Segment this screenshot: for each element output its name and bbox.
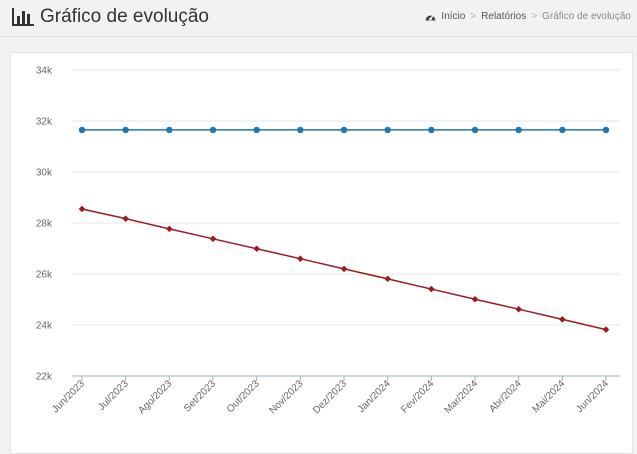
series-1-point (471, 126, 479, 134)
series-2-point (209, 235, 217, 243)
series-2-point (340, 265, 348, 273)
y-tick-label: 26k (36, 270, 53, 281)
series-1-point (602, 126, 610, 134)
chart-panel: 22k 24k 26k 28k 30k 32k 34k Jun/2023 Jul/2023 Ago… (10, 52, 633, 454)
x-tick-label: Set/2023 (182, 378, 218, 414)
breadcrumb-current: Gráfico de evolução (542, 11, 631, 22)
series-1-point (428, 126, 435, 134)
series-2-point (297, 255, 304, 262)
breadcrumb-home-link[interactable]: Início (441, 11, 466, 22)
dashboard-icon (425, 14, 436, 20)
series-2-point (602, 326, 610, 333)
page-title: Gráfico de evolução (40, 6, 209, 27)
breadcrumb-separator: > (531, 11, 538, 22)
x-tick-label: Jan/2024 (356, 378, 393, 415)
x-tick-label: Fev/2024 (399, 378, 437, 416)
x-tick-label: Abr/2024 (487, 378, 524, 415)
series-1-point (122, 126, 129, 134)
series-2-point (166, 225, 173, 233)
x-tick-label: Dez/2023 (311, 378, 349, 416)
series-2-point (78, 205, 86, 213)
series-2-point (384, 275, 391, 283)
series-1-point (340, 126, 348, 134)
bar-chart-icon (12, 8, 34, 26)
series-1-point (78, 126, 86, 134)
y-tick-label: 24k (36, 321, 53, 332)
x-tick-label: Jul/2023 (96, 378, 131, 413)
breadcrumb: Início > Relatórios > Gráfico de evoluçã… (425, 11, 631, 22)
y-tick-label: 30k (36, 168, 53, 179)
series-1-point (515, 126, 522, 134)
x-tick-label: Jun/2024 (574, 378, 611, 415)
series-1-point (384, 126, 391, 134)
series-2-point (122, 215, 129, 222)
y-tick-label: 22k (36, 372, 53, 383)
y-tick-label: 28k (36, 219, 53, 230)
x-tick-label: Nov/2023 (267, 378, 305, 416)
x-tick-label: Ago/2023 (136, 378, 174, 416)
series-1-point (166, 126, 173, 134)
x-tick-label: Jun/2023 (50, 378, 87, 415)
x-tick-label: Mai/2024 (531, 378, 568, 415)
page-header: Gráfico de evolução Início > Relatórios … (0, 0, 637, 36)
header-divider (0, 36, 637, 37)
y-tick-label: 34k (36, 66, 53, 77)
series-1-point (297, 126, 304, 134)
series-2-point (515, 305, 522, 313)
breadcrumb-separator: > (470, 11, 477, 22)
x-tick-label: Out/2023 (225, 378, 262, 415)
series-2-point (471, 295, 479, 303)
x-tick-label: Mar/2024 (442, 378, 480, 416)
series-1-point (209, 126, 217, 134)
evolution-chart: 22k 24k 26k 28k 30k 32k 34k Jun/2023 Jul/2023 Ago… (36, 66, 620, 416)
series-1-point (559, 126, 566, 134)
title-wrap: Gráfico de evolução (12, 5, 209, 29)
series-1-point (253, 126, 260, 134)
series-2-point (253, 245, 260, 253)
series-2-point (428, 285, 435, 293)
y-tick-label: 32k (36, 117, 53, 128)
breadcrumb-reports-link[interactable]: Relatórios (481, 11, 527, 22)
series-2-point (559, 316, 566, 323)
